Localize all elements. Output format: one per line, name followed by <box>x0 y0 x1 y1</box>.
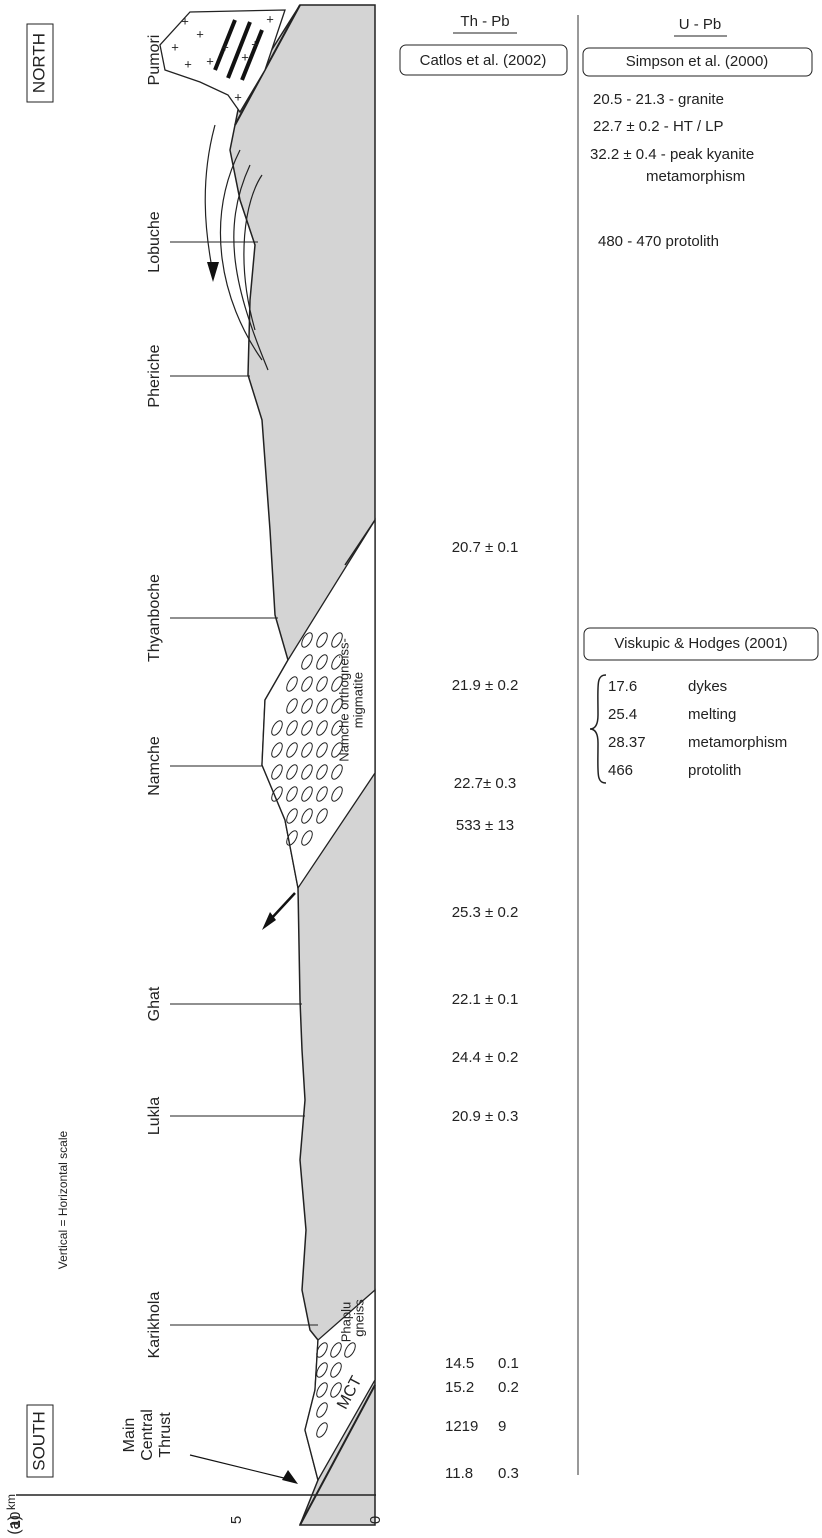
age: 0.1 <box>498 1355 519 1372</box>
age-line: 20.5 - 21.3 - granite <box>593 91 724 108</box>
place-label: Karikhola <box>146 1292 163 1359</box>
age-line: 32.2 ± 0.4 - peak kyanite <box>590 146 754 163</box>
age: 22.7± 0.3 <box>454 775 516 792</box>
granite-symbol: + <box>206 53 214 68</box>
place-label: Pheriche <box>146 344 163 407</box>
age-line: 480 - 470 protolith <box>598 233 719 250</box>
age-line: metamorphism <box>646 168 745 185</box>
age-line: 22.7 ± 0.2 - HT / LP <box>593 118 724 135</box>
granite-symbol: + <box>251 36 259 51</box>
place-label: Pumori <box>146 35 163 86</box>
age: 24.4 ± 0.2 <box>452 1049 519 1066</box>
column-header: Th - Pb <box>460 13 509 30</box>
age-label: dykes <box>688 678 727 695</box>
age: 1219 <box>445 1418 478 1435</box>
scale-tick: 0 <box>367 1516 384 1524</box>
arrow-shaft <box>270 893 295 920</box>
age: 17.6 <box>608 678 637 695</box>
age-label: protolith <box>688 762 741 779</box>
age: 9 <box>498 1418 506 1435</box>
place-label: Lobuche <box>146 211 163 272</box>
age: 15.2 <box>445 1379 474 1396</box>
age: 466 <box>608 762 633 779</box>
place-label: Main <box>121 1418 138 1453</box>
granite-symbol: + <box>171 39 179 54</box>
arrow-shaft <box>190 1455 292 1480</box>
scale-unit: km <box>4 1494 18 1510</box>
granite-symbol: + <box>266 11 274 26</box>
age: 0.3 <box>498 1465 519 1482</box>
unit-label: migmatite <box>350 672 365 728</box>
scale-tick: 5 <box>228 1516 245 1524</box>
age: 533 ± 13 <box>456 817 514 834</box>
source: Catlos et al. (2002) <box>420 52 547 69</box>
direction-label: NORTH <box>29 33 48 93</box>
granite-symbol: + <box>181 13 189 28</box>
granite-symbol: + <box>196 26 204 41</box>
panel-label: (a) <box>6 1515 23 1535</box>
unit-label: Namche orthogneiss- <box>336 638 351 762</box>
place-label: Namche <box>146 736 163 796</box>
age: 20.9 ± 0.3 <box>452 1108 519 1125</box>
age: 25.3 ± 0.2 <box>452 904 519 921</box>
age: 21.9 ± 0.2 <box>452 677 519 694</box>
direction-label: SOUTH <box>29 1411 48 1471</box>
age: 22.1 ± 0.1 <box>452 991 519 1008</box>
age-label: melting <box>688 706 736 723</box>
granite-symbol: + <box>221 39 229 54</box>
place-label: Thrust <box>157 1412 174 1458</box>
age-label: metamorphism <box>688 734 787 751</box>
age: 0.2 <box>498 1379 519 1396</box>
scale-note: Vertical = Horizontal scale <box>56 1130 70 1269</box>
granite-symbol: + <box>241 49 249 64</box>
age: 14.5 <box>445 1355 474 1372</box>
granite-symbol: + <box>234 89 242 104</box>
place-label: Thyanboche <box>146 574 163 662</box>
age: 25.4 <box>608 706 637 723</box>
column-header: U - Pb <box>679 16 722 33</box>
place-label: Lukla <box>146 1097 163 1135</box>
place-label: Ghat <box>146 986 163 1021</box>
age: 20.7 ± 0.1 <box>452 539 519 556</box>
place-label: Central <box>139 1409 156 1461</box>
source: Simpson et al. (2000) <box>626 53 769 70</box>
age: 11.8 <box>445 1465 473 1482</box>
brace <box>590 675 606 783</box>
source: Viskupic & Hodges (2001) <box>614 635 787 652</box>
age: 28.37 <box>608 734 646 751</box>
unit-label: gneiss <box>351 1299 366 1337</box>
figure: ++++++++++NORTHSOUTHPumoriLobuchePherich… <box>0 0 822 1538</box>
granite-symbol: + <box>184 56 192 71</box>
